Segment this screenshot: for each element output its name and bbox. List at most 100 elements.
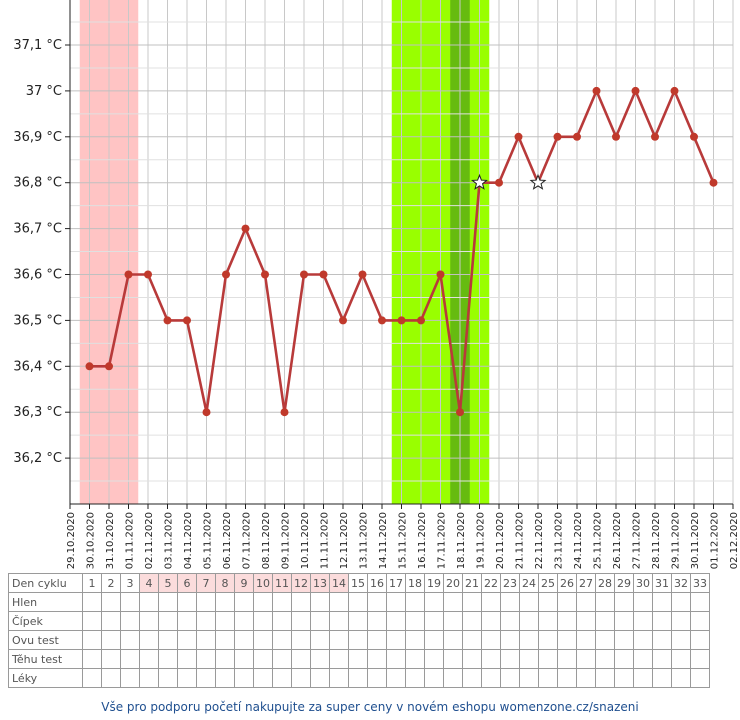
- table-cell[interactable]: [215, 649, 235, 669]
- table-cell[interactable]: [120, 630, 140, 650]
- table-cell[interactable]: [519, 630, 539, 650]
- table-cell[interactable]: [139, 630, 159, 650]
- table-cell[interactable]: [462, 649, 482, 669]
- table-cell[interactable]: [652, 630, 672, 650]
- table-cell[interactable]: [424, 611, 444, 631]
- table-cell[interactable]: [538, 668, 558, 688]
- table-cell[interactable]: [367, 649, 387, 669]
- table-cell[interactable]: [139, 611, 159, 631]
- table-cell[interactable]: [291, 592, 311, 612]
- table-cell[interactable]: [595, 630, 615, 650]
- table-cell[interactable]: [481, 592, 501, 612]
- table-cell[interactable]: [633, 611, 653, 631]
- table-cell[interactable]: [481, 649, 501, 669]
- table-cell[interactable]: [253, 630, 273, 650]
- table-cell[interactable]: [120, 611, 140, 631]
- table-cell[interactable]: [196, 630, 216, 650]
- table-cell[interactable]: [158, 668, 178, 688]
- table-cell[interactable]: [177, 630, 197, 650]
- table-cell[interactable]: [253, 649, 273, 669]
- table-cell[interactable]: [272, 668, 292, 688]
- table-cell[interactable]: [690, 649, 710, 669]
- table-cell[interactable]: [234, 649, 254, 669]
- table-cell[interactable]: [519, 668, 539, 688]
- table-cell[interactable]: [158, 649, 178, 669]
- table-cell[interactable]: [443, 592, 463, 612]
- table-cell[interactable]: [690, 668, 710, 688]
- table-cell[interactable]: [614, 668, 634, 688]
- table-cell[interactable]: [139, 592, 159, 612]
- table-cell[interactable]: [424, 630, 444, 650]
- table-cell[interactable]: [500, 592, 520, 612]
- table-cell[interactable]: [196, 592, 216, 612]
- table-cell[interactable]: [614, 611, 634, 631]
- table-cell[interactable]: [291, 649, 311, 669]
- table-cell[interactable]: [500, 630, 520, 650]
- table-cell[interactable]: [177, 649, 197, 669]
- table-cell[interactable]: [215, 668, 235, 688]
- table-cell[interactable]: [253, 668, 273, 688]
- table-cell[interactable]: [101, 649, 121, 669]
- table-cell[interactable]: [82, 611, 102, 631]
- table-cell[interactable]: [633, 649, 653, 669]
- table-cell[interactable]: [633, 592, 653, 612]
- table-cell[interactable]: [120, 592, 140, 612]
- table-cell[interactable]: [367, 668, 387, 688]
- table-cell[interactable]: [690, 611, 710, 631]
- table-cell[interactable]: [234, 611, 254, 631]
- table-cell[interactable]: [652, 592, 672, 612]
- table-cell[interactable]: [405, 611, 425, 631]
- table-cell[interactable]: [272, 592, 292, 612]
- table-cell[interactable]: [462, 630, 482, 650]
- table-cell[interactable]: [82, 649, 102, 669]
- table-cell[interactable]: [576, 592, 596, 612]
- table-cell[interactable]: [671, 668, 691, 688]
- table-cell[interactable]: [424, 592, 444, 612]
- table-cell[interactable]: [177, 668, 197, 688]
- table-cell[interactable]: [310, 630, 330, 650]
- table-cell[interactable]: [196, 649, 216, 669]
- table-cell[interactable]: [576, 649, 596, 669]
- table-cell[interactable]: [557, 630, 577, 650]
- table-cell[interactable]: [405, 592, 425, 612]
- table-cell[interactable]: [595, 649, 615, 669]
- table-cell[interactable]: [329, 611, 349, 631]
- table-cell[interactable]: [177, 592, 197, 612]
- table-cell[interactable]: [500, 668, 520, 688]
- table-cell[interactable]: [196, 611, 216, 631]
- table-cell[interactable]: [614, 592, 634, 612]
- table-cell[interactable]: [139, 668, 159, 688]
- table-cell[interactable]: [557, 611, 577, 631]
- table-cell[interactable]: [538, 611, 558, 631]
- table-cell[interactable]: [253, 592, 273, 612]
- table-cell[interactable]: [405, 668, 425, 688]
- table-cell[interactable]: [348, 649, 368, 669]
- table-cell[interactable]: [386, 668, 406, 688]
- table-cell[interactable]: [367, 592, 387, 612]
- table-cell[interactable]: [595, 611, 615, 631]
- table-cell[interactable]: [500, 649, 520, 669]
- table-cell[interactable]: [386, 630, 406, 650]
- table-cell[interactable]: [272, 611, 292, 631]
- table-cell[interactable]: [576, 611, 596, 631]
- table-cell[interactable]: [519, 649, 539, 669]
- table-cell[interactable]: [158, 611, 178, 631]
- table-cell[interactable]: [348, 611, 368, 631]
- table-cell[interactable]: [386, 611, 406, 631]
- table-cell[interactable]: [652, 668, 672, 688]
- table-cell[interactable]: [557, 668, 577, 688]
- table-cell[interactable]: [481, 668, 501, 688]
- table-cell[interactable]: [310, 668, 330, 688]
- table-cell[interactable]: [576, 630, 596, 650]
- table-cell[interactable]: [386, 592, 406, 612]
- table-cell[interactable]: [196, 668, 216, 688]
- table-cell[interactable]: [234, 592, 254, 612]
- table-cell[interactable]: [595, 592, 615, 612]
- table-cell[interactable]: [348, 630, 368, 650]
- table-cell[interactable]: [291, 611, 311, 631]
- table-cell[interactable]: [329, 649, 349, 669]
- table-cell[interactable]: [291, 668, 311, 688]
- table-cell[interactable]: [500, 611, 520, 631]
- table-cell[interactable]: [139, 649, 159, 669]
- table-cell[interactable]: [158, 630, 178, 650]
